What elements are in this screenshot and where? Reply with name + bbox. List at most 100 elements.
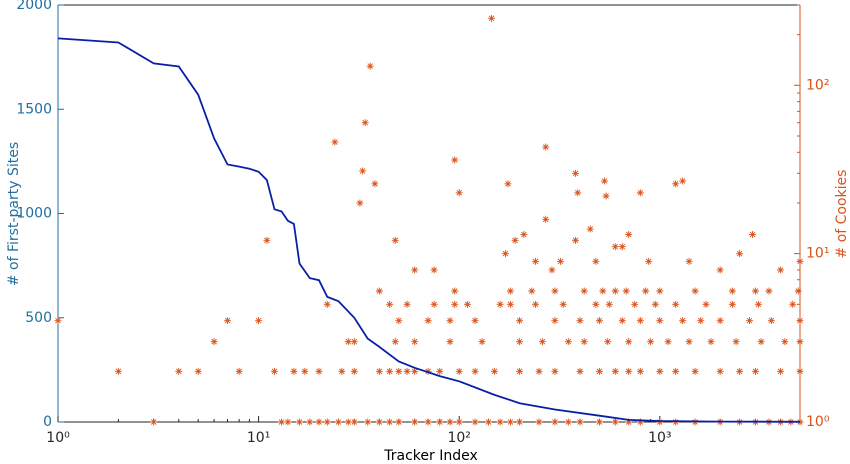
scatter-point xyxy=(757,338,765,346)
scatter-point xyxy=(767,317,775,325)
scatter-point xyxy=(611,243,619,251)
scatter-point xyxy=(270,367,278,375)
scatter-point xyxy=(361,119,369,127)
scatter-point xyxy=(707,338,715,346)
scatter-point xyxy=(754,300,762,308)
scatter-point xyxy=(647,338,655,346)
scatter-point xyxy=(446,418,454,426)
scatter-point xyxy=(691,367,699,375)
scatter-point xyxy=(625,338,633,346)
scatter-point xyxy=(334,418,342,426)
scatter-point xyxy=(592,257,600,265)
scatter-point xyxy=(451,287,459,295)
scatter-point xyxy=(794,287,802,295)
scatter-point xyxy=(531,257,539,265)
scatter-point xyxy=(557,257,565,265)
scatter-point xyxy=(551,317,559,325)
scatter-point xyxy=(765,287,773,295)
scatter-point xyxy=(576,367,584,375)
scatter-point xyxy=(542,215,550,223)
scatter-point xyxy=(430,266,438,274)
scatter-point xyxy=(636,189,644,197)
y2-tick-label: 10⁰ xyxy=(806,414,830,430)
scatter-point xyxy=(350,418,358,426)
y2-tick-label: 10¹ xyxy=(806,246,829,262)
scatter-point xyxy=(506,287,514,295)
scatter-point xyxy=(488,14,496,22)
scatter-point xyxy=(631,300,639,308)
scatter-point xyxy=(496,300,504,308)
scatter-point xyxy=(386,300,394,308)
scatter-point xyxy=(375,418,383,426)
scatter-point xyxy=(636,317,644,325)
scatter-point xyxy=(656,287,664,295)
scatter-point xyxy=(391,338,399,346)
scatter-point xyxy=(781,338,789,346)
scatter-point xyxy=(595,367,603,375)
scatter-point xyxy=(364,418,372,426)
scatter-point xyxy=(506,418,514,426)
scatter-point xyxy=(516,367,524,375)
scatter-point xyxy=(531,300,539,308)
scatter-point xyxy=(478,338,486,346)
scatter-point xyxy=(528,287,536,295)
scatter-point xyxy=(732,338,740,346)
scatter-point xyxy=(516,418,524,426)
scatter-point xyxy=(391,236,399,244)
scatter-point xyxy=(605,300,613,308)
scatter-point xyxy=(751,287,759,295)
scatter-point xyxy=(716,317,724,325)
y-tick-label: 1000 xyxy=(16,206,52,222)
scatter-point xyxy=(656,418,664,426)
line-series xyxy=(57,37,801,423)
scatter-point xyxy=(571,236,579,244)
scatter-point xyxy=(471,367,479,375)
scatter-point xyxy=(777,367,785,375)
scatter-point xyxy=(728,300,736,308)
scatter-point xyxy=(745,317,753,325)
scatter-point xyxy=(411,338,419,346)
scatter-point xyxy=(636,367,644,375)
scatter-point xyxy=(604,338,612,346)
scatter-point xyxy=(516,317,524,325)
scatter-point xyxy=(436,418,444,426)
scatter-point xyxy=(323,418,331,426)
scatter-point xyxy=(375,367,383,375)
scatter-point xyxy=(796,338,804,346)
scatter-point xyxy=(255,317,263,325)
scatter-point xyxy=(564,418,572,426)
scatter-point xyxy=(350,367,358,375)
scatter-point xyxy=(424,317,432,325)
scatter-point xyxy=(331,138,339,146)
scatter-point xyxy=(595,317,603,325)
scatter-point xyxy=(210,338,218,346)
scatter-point xyxy=(175,367,183,375)
scatter-point xyxy=(789,300,797,308)
scatter-point xyxy=(296,418,304,426)
scatter-point xyxy=(691,287,699,295)
y-axis-label: # of First-party Sites xyxy=(6,142,22,286)
scatter-point xyxy=(386,418,394,426)
scatter-point xyxy=(564,338,572,346)
scatter-point xyxy=(645,257,653,265)
y-tick-label: 1500 xyxy=(16,101,52,117)
scatter-point xyxy=(451,156,459,164)
scatter-point xyxy=(504,180,512,188)
scatter-point xyxy=(455,418,463,426)
scatter-point xyxy=(277,418,285,426)
scatter-point xyxy=(535,418,543,426)
scatter-point xyxy=(511,236,519,244)
scatter-point xyxy=(455,189,463,197)
scatter-point xyxy=(702,300,710,308)
scatter-point xyxy=(290,367,298,375)
scatter-point xyxy=(625,230,633,238)
scatter-point xyxy=(506,300,514,308)
scatter-point xyxy=(777,266,785,274)
scatter-point xyxy=(751,367,759,375)
scatter-point xyxy=(496,418,504,426)
x-tick-label: 10¹ xyxy=(247,430,270,446)
x-tick-label: 10² xyxy=(447,430,470,446)
y2-axis-label: # of Cookies xyxy=(834,170,850,259)
scatter-point xyxy=(574,189,582,197)
scatter-point xyxy=(471,317,479,325)
